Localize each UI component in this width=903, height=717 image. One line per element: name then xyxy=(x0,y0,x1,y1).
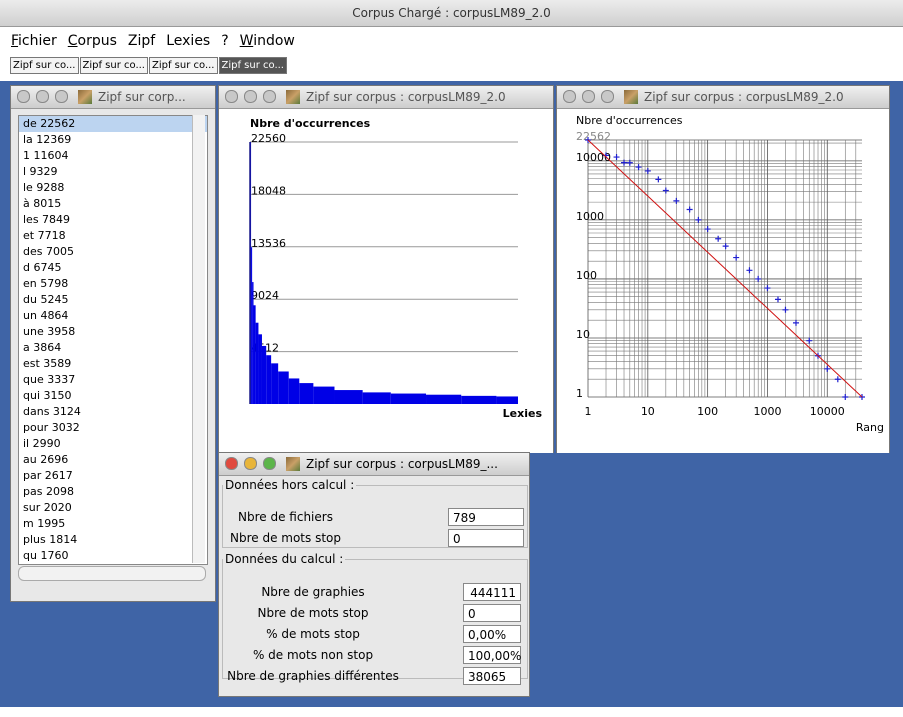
chart-area xyxy=(219,109,553,453)
list-item[interactable]: à 8015 xyxy=(19,196,207,212)
menu-item[interactable]: Window xyxy=(240,28,295,54)
list-item[interactable]: et 7718 xyxy=(19,228,207,244)
field-label: Nbre de mots stop xyxy=(223,531,348,545)
list-item[interactable]: au 2696 xyxy=(19,452,207,468)
list-item[interactable]: l 9329 xyxy=(19,164,207,180)
list-item[interactable]: une 3958 xyxy=(19,324,207,340)
list-item[interactable]: pour 3032 xyxy=(19,420,207,436)
app: Corpus Chargé : corpusLM89_2.0 Fichier Co… xyxy=(0,0,903,717)
menu-item[interactable]: ? xyxy=(221,28,228,54)
list-item[interactable]: du 5245 xyxy=(19,292,207,308)
tab[interactable]: Zipf sur co... xyxy=(219,57,288,74)
window-title: Zipf sur corpus : corpusLM89_2.0 xyxy=(306,90,506,104)
field-value[interactable]: 0,00% xyxy=(463,625,521,643)
tab-bar: Zipf sur co...Zipf sur co...Zipf sur co.… xyxy=(10,57,288,77)
tab[interactable]: Zipf sur co... xyxy=(10,57,79,74)
field-label: Nbre de fichiers xyxy=(223,510,348,524)
tab[interactable]: Zipf sur co... xyxy=(80,57,149,74)
field-label: % de mots stop xyxy=(223,627,403,641)
field-value[interactable]: 38065 xyxy=(463,667,521,685)
window-title-bar: Zipf sur corp... xyxy=(11,86,215,109)
window-title: Zipf sur corpus : corpusLM89_... xyxy=(306,457,498,471)
list-item[interactable]: qui 3150 xyxy=(19,388,207,404)
list-item[interactable]: dans 3124 xyxy=(19,404,207,420)
list-item[interactable]: un 4864 xyxy=(19,308,207,324)
list-item[interactable]: les 7849 xyxy=(19,212,207,228)
field-value[interactable]: 789 xyxy=(448,508,524,526)
section-legend: Données du calcul : xyxy=(223,552,345,566)
list-item[interactable]: il 2990 xyxy=(19,436,207,452)
list-item[interactable]: est 3589 xyxy=(19,356,207,372)
menu-item[interactable]: Lexies xyxy=(166,28,210,54)
window-title-bar: Zipf sur corpus : corpusLM89_2.0 xyxy=(219,86,553,109)
list-item[interactable]: en 5798 xyxy=(19,276,207,292)
list-item[interactable]: a 3864 xyxy=(19,340,207,356)
section: Données hors calcul : Nbre de fichiers 7… xyxy=(222,478,528,548)
section: Données du calcul : Nbre de graphies 444… xyxy=(222,552,528,679)
field-label: Nbre de mots stop xyxy=(223,606,403,620)
section-legend: Données hors calcul : xyxy=(223,478,356,492)
field-label: Nbre de graphies différentes xyxy=(223,669,403,683)
list-item[interactable]: de 22562 xyxy=(19,116,207,132)
menu-item[interactable]: Fichier xyxy=(11,28,57,54)
field-value[interactable]: 0 xyxy=(463,604,521,622)
list-item[interactable]: sur 2020 xyxy=(19,500,207,516)
tab[interactable]: Zipf sur co... xyxy=(149,57,218,74)
list-item[interactable]: d 6745 xyxy=(19,260,207,276)
list-item[interactable]: 1 11604 xyxy=(19,148,207,164)
field-value[interactable]: 0 xyxy=(448,529,524,547)
chart-window: Zipf sur corpus : corpusLM89_2.0 xyxy=(218,85,554,453)
horizontal-scrollbar[interactable] xyxy=(18,566,206,581)
list-item[interactable]: qu 1760 xyxy=(19,548,207,564)
list-item[interactable]: des 7005 xyxy=(19,244,207,260)
field-label: Nbre de graphies xyxy=(223,585,403,599)
menu-bar: Fichier Corpus Zipf Lexies? Window xyxy=(0,28,903,54)
app-title-bar: Corpus Chargé : corpusLM89_2.0 xyxy=(0,0,903,27)
field-value[interactable]: 100,00% xyxy=(463,646,521,664)
window-title: Zipf sur corpus : corpusLM89_2.0 xyxy=(644,90,844,104)
field-label: % de mots non stop xyxy=(223,648,403,662)
window-title: Zipf sur corp... xyxy=(98,90,186,104)
menu-item[interactable]: Zipf xyxy=(128,28,155,54)
list-item[interactable]: pas 2098 xyxy=(19,484,207,500)
app-title: Corpus Chargé : corpusLM89_2.0 xyxy=(352,6,550,20)
list-item[interactable]: plus 1814 xyxy=(19,532,207,548)
field-value[interactable]: 444111 xyxy=(463,583,521,601)
window-title-bar: Zipf sur corpus : corpusLM89_2.0 xyxy=(557,86,889,109)
list-item[interactable]: la 12369 xyxy=(19,132,207,148)
data-window: Zipf sur corpus : corpusLM89_... Données… xyxy=(218,452,530,697)
chart-area xyxy=(557,109,889,453)
list-item[interactable]: par 2617 xyxy=(19,468,207,484)
vertical-scrollbar[interactable] xyxy=(192,115,205,563)
window-title-bar: Zipf sur corpus : corpusLM89_... xyxy=(219,453,529,476)
list-item[interactable]: m 1995 xyxy=(19,516,207,532)
list-item[interactable]: le 9288 xyxy=(19,180,207,196)
list-item[interactable]: que 3337 xyxy=(19,372,207,388)
menu-item[interactable]: Corpus xyxy=(68,28,117,54)
chart-window: Zipf sur corpus : corpusLM89_2.0 xyxy=(556,85,890,453)
